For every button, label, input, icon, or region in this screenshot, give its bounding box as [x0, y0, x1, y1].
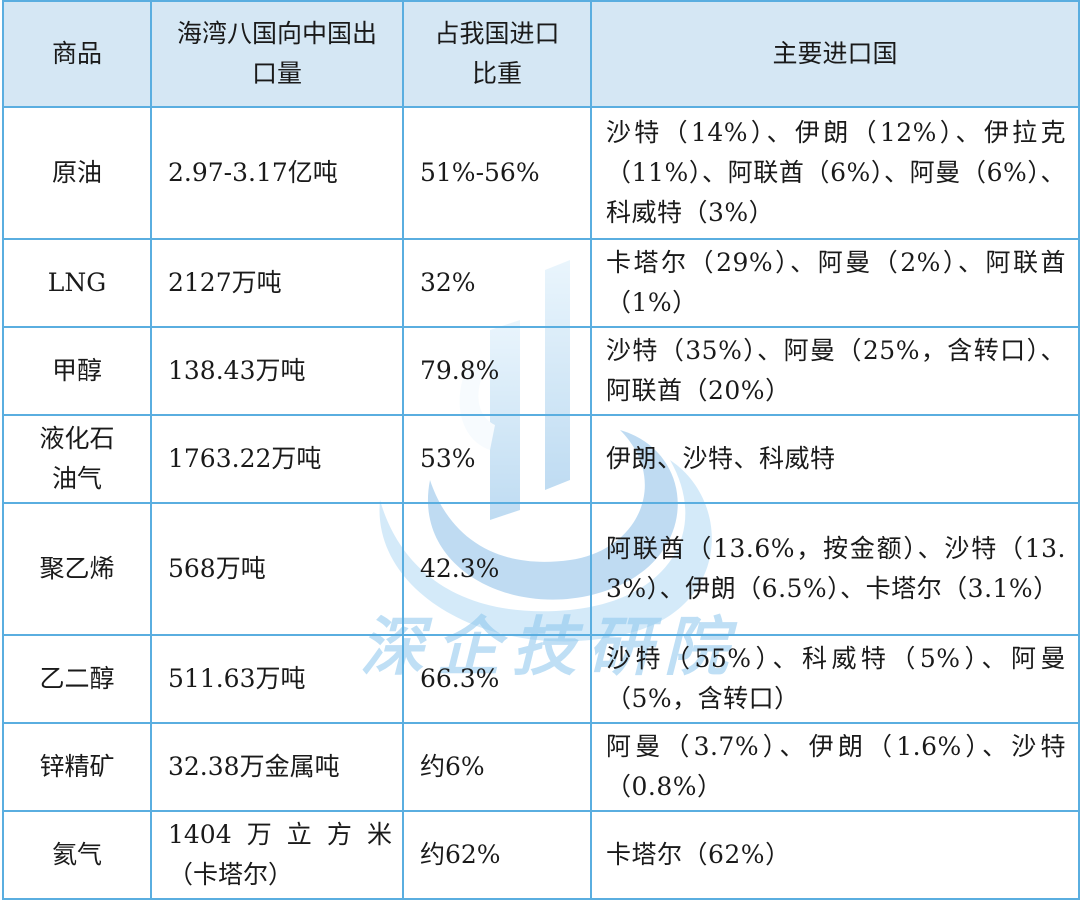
header-volume: 海湾八国向中国出口量 [150, 0, 404, 108]
cell-share: 51%-56% [402, 106, 592, 240]
cell-countries: 沙特（55%）、科威特（5%）、阿曼（5%，含转口） [590, 634, 1080, 724]
table-row: 锌精矿 32.38万金属吨 约6% 阿曼（3.7%）、伊朗（1.6%）、沙特（0… [2, 722, 1080, 812]
table-row: 乙二醇 511.63万吨 66.3% 沙特（55%）、科威特（5%）、阿曼（5%… [2, 634, 1080, 724]
cell-volume: 568万吨 [150, 502, 404, 636]
cell-volume: 1763.22万吨 [150, 414, 404, 504]
cell-product: LNG [2, 238, 152, 328]
cell-product: 锌精矿 [2, 722, 152, 812]
cell-countries: 阿联酋（13.6%，按金额）、沙特（13.3%）、伊朗（6.5%）、卡塔尔（3.… [590, 502, 1080, 636]
cell-countries: 卡塔尔（29%）、阿曼（2%）、阿联酋（1%） [590, 238, 1080, 328]
table-row: 液化石油气 1763.22万吨 53% 伊朗、沙特、科威特 [2, 414, 1080, 504]
cell-share: 约62% [402, 810, 592, 900]
cell-volume: 1404万立方米 （卡塔尔） [150, 810, 404, 900]
cell-product: 氦气 [2, 810, 152, 900]
cell-volume: 2.97-3.17亿吨 [150, 106, 404, 240]
cell-countries: 阿曼（3.7%）、伊朗（1.6%）、沙特（0.8%） [590, 722, 1080, 812]
header-row: 商品 海湾八国向中国出口量 占我国进口比重 主要进口国 [2, 0, 1080, 108]
table-row: 原油 2.97-3.17亿吨 51%-56% 沙特（14%）、伊朗（12%）、伊… [2, 106, 1080, 240]
cell-product: 乙二醇 [2, 634, 152, 724]
cell-share: 42.3% [402, 502, 592, 636]
cell-product: 液化石油气 [2, 414, 152, 504]
cell-share: 32% [402, 238, 592, 328]
cell-countries: 沙特（35%）、阿曼（25%，含转口）、阿联酋（20%） [590, 326, 1080, 416]
table-row: LNG 2127万吨 32% 卡塔尔（29%）、阿曼（2%）、阿联酋（1%） [2, 238, 1080, 328]
table-row: 聚乙烯 568万吨 42.3% 阿联酋（13.6%，按金额）、沙特（13.3%）… [2, 502, 1080, 636]
cell-share: 约6% [402, 722, 592, 812]
cell-volume: 138.43万吨 [150, 326, 404, 416]
cell-product: 聚乙烯 [2, 502, 152, 636]
cell-share: 53% [402, 414, 592, 504]
table-row: 氦气 1404万立方米 （卡塔尔） 约62% 卡塔尔（62%） [2, 810, 1080, 900]
header-product: 商品 [2, 0, 152, 108]
table-row: 甲醇 138.43万吨 79.8% 沙特（35%）、阿曼（25%，含转口）、阿联… [2, 326, 1080, 416]
cell-volume-line2: （卡塔尔） [168, 860, 294, 889]
cell-volume: 2127万吨 [150, 238, 404, 328]
cell-product: 甲醇 [2, 326, 152, 416]
cell-volume: 511.63万吨 [150, 634, 404, 724]
cell-countries: 伊朗、沙特、科威特 [590, 414, 1080, 504]
header-countries: 主要进口国 [590, 0, 1080, 108]
cell-volume: 32.38万金属吨 [150, 722, 404, 812]
header-share: 占我国进口比重 [402, 0, 592, 108]
cell-product: 原油 [2, 106, 152, 240]
cell-countries: 沙特（14%）、伊朗（12%）、伊拉克（11%）、阿联酋（6%）、阿曼（6%）、… [590, 106, 1080, 240]
cell-share: 66.3% [402, 634, 592, 724]
cell-countries: 卡塔尔（62%） [590, 810, 1080, 900]
cell-share: 79.8% [402, 326, 592, 416]
cell-volume-line1: 1404万立方米 [168, 820, 392, 849]
